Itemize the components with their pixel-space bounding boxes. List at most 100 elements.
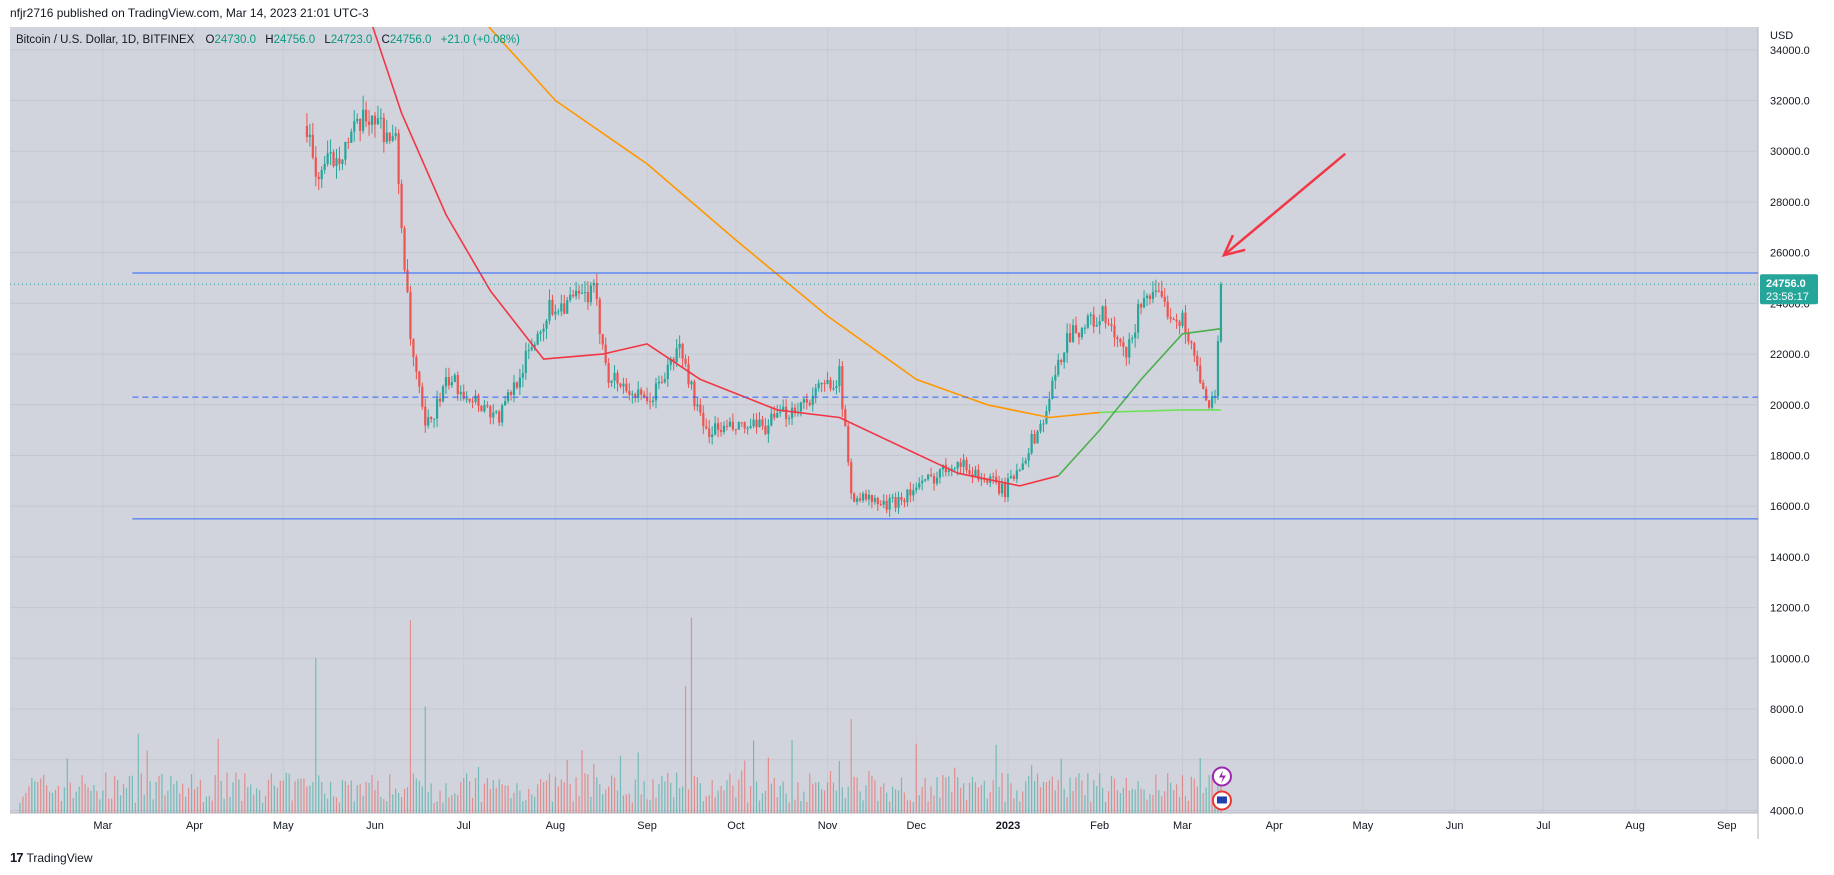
candle-body bbox=[779, 411, 782, 413]
volume-bar bbox=[989, 791, 991, 813]
candle bbox=[607, 357, 610, 388]
volume-bar bbox=[528, 788, 530, 813]
candle bbox=[858, 492, 862, 503]
candle-body bbox=[347, 141, 350, 143]
candle bbox=[1003, 477, 1007, 503]
candle bbox=[927, 473, 930, 482]
volume-bar bbox=[318, 775, 320, 813]
candle bbox=[711, 426, 714, 445]
volume-bar bbox=[572, 801, 574, 813]
candle bbox=[921, 475, 924, 491]
candle-body bbox=[1068, 333, 1072, 342]
volume-bar bbox=[1028, 775, 1030, 813]
candle-body bbox=[870, 494, 874, 502]
footer-brand[interactable]: 17 TradingView bbox=[10, 850, 93, 865]
volume-bar bbox=[690, 617, 693, 813]
candle-body bbox=[838, 366, 841, 387]
candle bbox=[1113, 316, 1116, 347]
volume-bar bbox=[466, 773, 468, 813]
candle-body bbox=[332, 152, 335, 167]
candle-body bbox=[580, 292, 584, 294]
candle-body bbox=[705, 426, 708, 429]
candle-body bbox=[1006, 478, 1010, 498]
volume-bar bbox=[687, 789, 690, 813]
candle-body bbox=[790, 407, 794, 419]
volume-bar bbox=[149, 781, 151, 813]
volume-bar bbox=[927, 801, 929, 813]
candle bbox=[586, 281, 590, 310]
candle bbox=[326, 140, 329, 167]
volume-bar bbox=[803, 791, 805, 813]
volume-bar bbox=[862, 800, 864, 813]
volume-bar bbox=[196, 786, 199, 813]
candle bbox=[367, 110, 371, 136]
candle-body bbox=[548, 300, 551, 321]
candle-body bbox=[1190, 341, 1193, 344]
candle-body bbox=[861, 493, 865, 501]
volume-bar bbox=[560, 779, 562, 813]
candle-body bbox=[625, 383, 628, 392]
candle-body bbox=[329, 152, 332, 154]
candle-body bbox=[335, 158, 338, 167]
volume-bar bbox=[856, 777, 858, 813]
candle bbox=[915, 482, 918, 494]
candle-body bbox=[545, 320, 548, 329]
volume-bar bbox=[54, 789, 57, 813]
volume-bar bbox=[261, 802, 264, 813]
volume-bar bbox=[448, 797, 450, 813]
volume-bar bbox=[1116, 790, 1119, 813]
volume-bar bbox=[894, 789, 897, 813]
candle-body bbox=[492, 412, 495, 418]
candle bbox=[486, 401, 489, 409]
candle-body bbox=[628, 391, 631, 395]
candle-body bbox=[645, 396, 649, 402]
volume-bar bbox=[812, 783, 814, 813]
candle-body bbox=[350, 131, 353, 143]
chart-frame[interactable]: 34000.0 32000.0 30000.0 28000.0 26000.0 24000… bbox=[10, 27, 1820, 839]
volume-bar bbox=[253, 794, 255, 813]
candles bbox=[305, 95, 1223, 517]
volume-bar bbox=[105, 772, 107, 813]
volume-bar bbox=[19, 802, 21, 813]
volume-bar bbox=[986, 798, 988, 813]
volume-bar bbox=[545, 780, 548, 813]
volume-bar bbox=[939, 797, 941, 813]
candle-body bbox=[947, 470, 950, 473]
candle bbox=[699, 398, 702, 417]
x-tick-label: Jun bbox=[1446, 820, 1464, 832]
candle bbox=[938, 468, 942, 484]
volume-bar bbox=[1063, 788, 1065, 813]
candle-body bbox=[359, 118, 362, 131]
candle bbox=[329, 139, 332, 166]
candle-body bbox=[749, 426, 752, 428]
candle bbox=[1009, 469, 1013, 479]
volume-bar bbox=[652, 779, 654, 813]
candle-body bbox=[370, 115, 374, 125]
candle bbox=[995, 469, 998, 485]
volume-bar bbox=[87, 787, 89, 813]
candle-body bbox=[767, 425, 770, 435]
candle bbox=[856, 495, 859, 506]
candle bbox=[1190, 340, 1193, 350]
ma-red-line bbox=[371, 27, 1059, 487]
candle-body bbox=[418, 371, 421, 387]
price-chart[interactable]: 34000.032000.030000.028000.026000.024000… bbox=[10, 27, 1820, 839]
candle-body bbox=[722, 425, 726, 433]
volume-bar bbox=[983, 780, 985, 813]
candle bbox=[879, 500, 882, 507]
candle bbox=[1163, 288, 1166, 307]
candle bbox=[394, 126, 397, 141]
volume-bar bbox=[300, 778, 302, 813]
candle-body bbox=[373, 115, 377, 125]
candle-body bbox=[876, 498, 879, 505]
volume-bar bbox=[705, 796, 707, 813]
candle bbox=[512, 374, 516, 403]
candle-body bbox=[424, 406, 427, 426]
candle-body bbox=[1134, 332, 1137, 339]
candle-body bbox=[696, 404, 699, 407]
volume-bar bbox=[507, 785, 509, 813]
candle bbox=[1068, 323, 1072, 343]
volume-bar bbox=[48, 791, 51, 813]
candle bbox=[758, 412, 761, 428]
x-tick-label: 2023 bbox=[996, 820, 1020, 832]
